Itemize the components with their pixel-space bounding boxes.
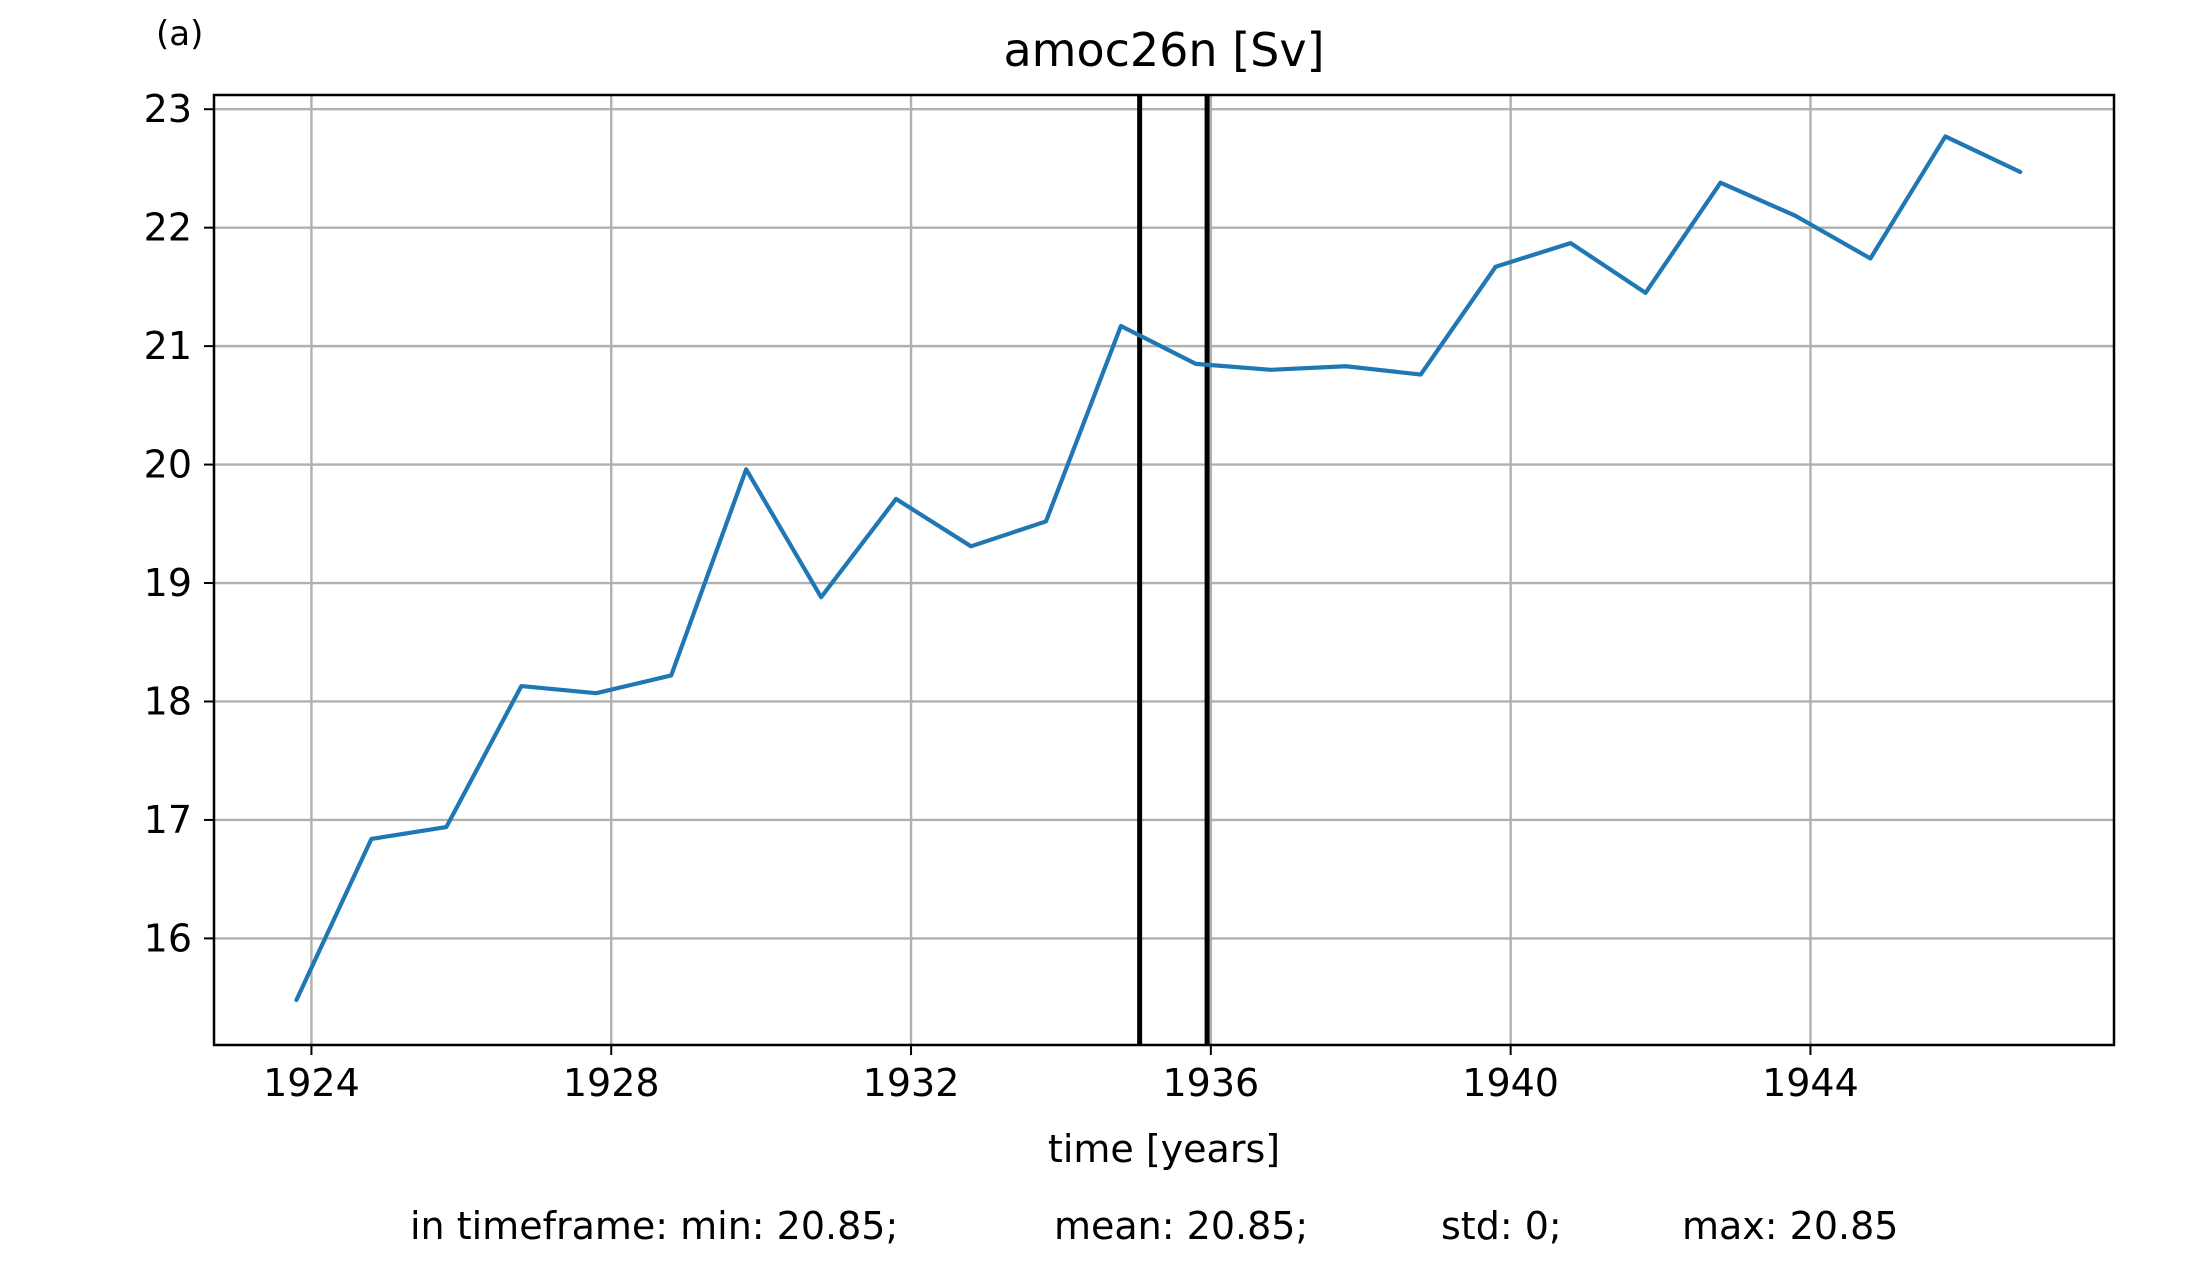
x-tick-label: 1932 — [863, 1061, 960, 1105]
stats-mean: mean: 20.85; — [1054, 1204, 1309, 1248]
x-tick-label: 1928 — [563, 1061, 660, 1105]
timeframe-markers — [1137, 95, 1210, 1045]
y-tick-label: 18 — [144, 679, 192, 723]
stats-min: in timeframe: min: 20.85; — [410, 1204, 899, 1248]
grid — [214, 95, 2114, 1045]
plot-frame — [212, 93, 2116, 1047]
y-tick-label: 17 — [144, 798, 192, 842]
stats-std: std: 0; — [1441, 1204, 1562, 1248]
x-tick-label: 1936 — [1162, 1061, 1259, 1105]
data-series-line — [294, 134, 2023, 1003]
y-tick-label: 19 — [144, 561, 192, 605]
series-layer — [294, 134, 2023, 1003]
chart-title: amoc26n [Sv] — [1003, 23, 1324, 77]
stats-max: max: 20.85 — [1682, 1204, 1899, 1248]
x-tick-label: 1940 — [1462, 1061, 1559, 1105]
y-tick-label: 23 — [144, 87, 192, 131]
y-tick-label: 21 — [144, 324, 192, 368]
x-tick-label: 1944 — [1762, 1061, 1859, 1105]
y-tick-label: 16 — [144, 916, 192, 960]
x-tick-label: 1924 — [263, 1061, 360, 1105]
y-tick-label: 22 — [144, 206, 192, 250]
x-axis-label: time [years] — [1048, 1127, 1280, 1171]
axis-ticks: 1924 1928 1932 1936 1940 1944 16 17 18 19 20 21 22 23 — [144, 87, 1859, 1105]
y-tick-label: 20 — [144, 443, 192, 487]
panel-label: (a) — [156, 14, 204, 54]
